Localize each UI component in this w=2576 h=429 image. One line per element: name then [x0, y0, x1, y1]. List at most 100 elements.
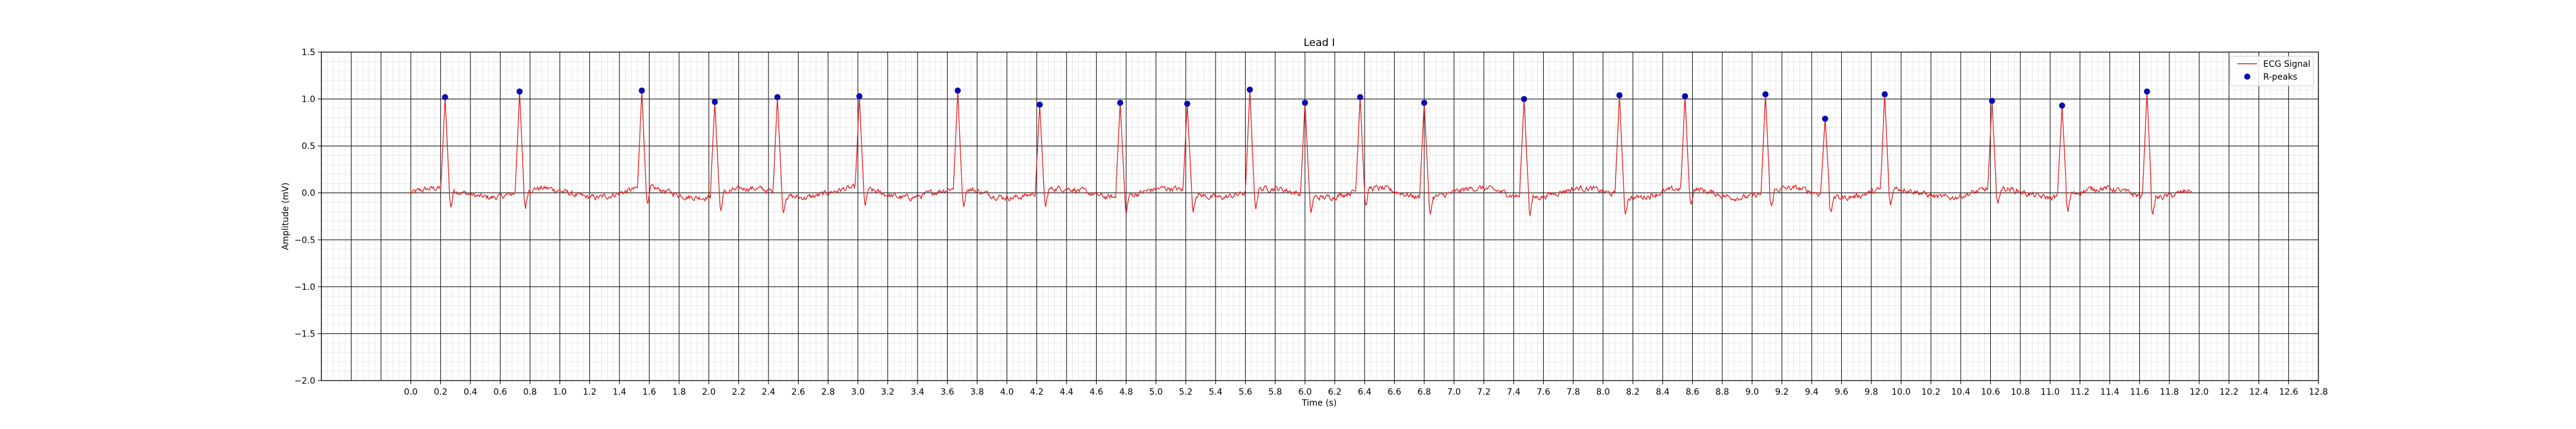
x-tick-label: 5.8: [1268, 387, 1282, 397]
x-tick-label: 8.6: [1685, 387, 1699, 397]
x-tick-label: 6.2: [1328, 387, 1341, 397]
x-tick-label: 12.0: [2190, 387, 2209, 397]
r-peak-marker: [1421, 99, 1428, 106]
r-peak-marker: [1881, 91, 1888, 97]
r-peak-marker: [1357, 94, 1363, 101]
x-tick-label: 5.6: [1238, 387, 1252, 397]
x-tick-label: 7.6: [1536, 387, 1550, 397]
x-axis-ticks: 0.0 0.2 0.4 0.6 0.8 1.0 1.2 1.4 1.6 1.8 2.0 2.2 2.4 2…: [404, 381, 2328, 397]
x-tick-label: 2.6: [791, 387, 805, 397]
x-tick-label: 4.0: [1000, 387, 1014, 397]
legend-rpeaks-label: R-peaks: [2263, 72, 2298, 82]
x-tick-label: 8.8: [1715, 387, 1729, 397]
x-tick-label: 3.2: [881, 387, 894, 397]
x-tick-label: 7.0: [1447, 387, 1461, 397]
x-tick-label: 9.6: [1834, 387, 1848, 397]
ecg-signal-line: [410, 89, 2192, 216]
x-tick-label: 1.4: [613, 387, 626, 397]
r-peak-marker: [1616, 92, 1623, 99]
x-tick-label: 11.0: [2041, 387, 2060, 397]
x-tick-label: 7.2: [1477, 387, 1490, 397]
x-tick-label: 8.0: [1597, 387, 1610, 397]
minor-grid: [321, 51, 2319, 381]
y-tick-label: −0.5: [294, 235, 315, 245]
x-tick-label: 2.2: [732, 387, 745, 397]
x-tick-label: 9.8: [1865, 387, 1878, 397]
x-tick-label: 10.0: [1892, 387, 1911, 397]
r-peak-marker: [1988, 97, 1995, 104]
x-tick-label: 3.0: [851, 387, 865, 397]
x-axis-label: Time (s): [1301, 398, 1337, 408]
x-tick-label: 9.4: [1805, 387, 1819, 397]
x-tick-label: 11.6: [2130, 387, 2149, 397]
ecg-signal-layer: [410, 89, 2192, 216]
r-peaks-layer: [442, 86, 2150, 122]
plot-frame: [321, 51, 2319, 381]
x-tick-label: 1.8: [672, 387, 686, 397]
r-peak-marker: [1246, 86, 1253, 93]
x-tick-label: 4.8: [1119, 387, 1133, 397]
r-peak-marker: [1037, 101, 1043, 108]
y-axis-ticks: 1.5 1.0 0.5 0.0 −0.5 −1.0 −1.5 −2.0: [294, 48, 321, 386]
r-peak-marker: [856, 93, 863, 99]
r-peak-marker: [954, 87, 961, 94]
r-peak-marker: [774, 94, 781, 101]
x-tick-label: 12.8: [2309, 387, 2328, 397]
x-tick-label: 6.6: [1387, 387, 1401, 397]
x-tick-label: 1.6: [642, 387, 656, 397]
x-tick-label: 6.8: [1417, 387, 1431, 397]
x-tick-label: 2.4: [762, 387, 775, 397]
r-peak-marker: [1682, 93, 1689, 99]
y-tick-label: −1.0: [294, 283, 315, 292]
x-tick-label: 2.8: [821, 387, 835, 397]
r-peak-marker: [1520, 96, 1527, 102]
r-peak-marker: [638, 87, 645, 94]
x-tick-label: 7.8: [1566, 387, 1580, 397]
x-tick-label: 8.2: [1626, 387, 1639, 397]
x-tick-label: 0.4: [464, 387, 477, 397]
r-peak-marker: [2059, 102, 2066, 109]
x-tick-label: 11.4: [2100, 387, 2119, 397]
x-tick-label: 6.0: [1298, 387, 1312, 397]
x-tick-label: 12.2: [2220, 387, 2239, 397]
x-tick-label: 8.4: [1656, 387, 1669, 397]
r-peak-marker: [2144, 88, 2150, 95]
r-peak-marker: [711, 99, 718, 105]
x-tick-label: 1.2: [583, 387, 596, 397]
x-tick-label: 12.4: [2249, 387, 2268, 397]
x-tick-label: 3.8: [970, 387, 984, 397]
x-tick-label: 0.2: [434, 387, 447, 397]
x-tick-label: 6.4: [1358, 387, 1371, 397]
r-peak-marker: [1762, 91, 1769, 97]
r-peak-marker: [1184, 101, 1190, 107]
x-tick-label: 0.0: [404, 387, 418, 397]
legend: ECG Signal R-peaks: [2229, 56, 2314, 86]
x-tick-label: 0.8: [523, 387, 537, 397]
x-tick-label: 3.4: [911, 387, 924, 397]
y-tick-label: 1.0: [302, 95, 315, 105]
x-tick-label: 9.0: [1746, 387, 1759, 397]
x-tick-label: 10.2: [1922, 387, 1941, 397]
x-tick-label: 5.0: [1149, 387, 1163, 397]
x-tick-label: 10.4: [1951, 387, 1970, 397]
r-peak-marker: [1301, 99, 1308, 106]
x-tick-label: 4.2: [1030, 387, 1043, 397]
x-tick-label: 12.6: [2279, 387, 2298, 397]
r-peak-marker: [516, 88, 523, 95]
x-tick-label: 3.6: [940, 387, 954, 397]
x-tick-label: 11.8: [2160, 387, 2179, 397]
x-tick-label: 5.2: [1179, 387, 1192, 397]
legend-rpeaks-swatch: [2244, 74, 2250, 80]
x-tick-label: 11.2: [2071, 387, 2090, 397]
r-peak-marker: [1822, 115, 1828, 122]
x-tick-label: 5.4: [1209, 387, 1222, 397]
x-tick-label: 4.6: [1089, 387, 1103, 397]
r-peak-marker: [442, 94, 448, 101]
r-peak-marker: [1117, 99, 1124, 106]
x-tick-label: 2.0: [702, 387, 716, 397]
legend-ecg-label: ECG Signal: [2263, 59, 2310, 69]
y-axis-label: Amplitude (mV): [281, 183, 291, 250]
y-tick-label: 0.5: [302, 142, 315, 151]
